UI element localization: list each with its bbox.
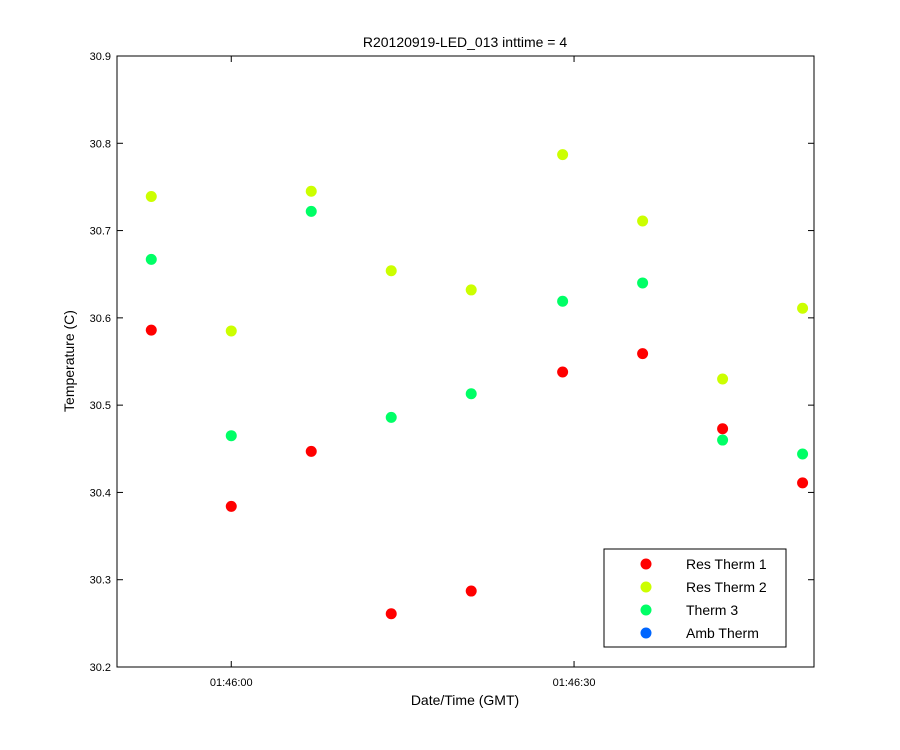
- legend-box: [603, 548, 787, 648]
- point-res-therm-1: [637, 348, 649, 360]
- legend-marker-res-therm-1: [640, 558, 652, 570]
- point-therm-3: [797, 448, 809, 460]
- point-therm-3: [145, 253, 157, 265]
- y-tick-label: 30.5: [90, 400, 111, 412]
- point-res-therm-1: [385, 608, 397, 620]
- point-res-therm-2: [305, 185, 317, 197]
- y-axis: 30.2 30.3 30.4 30.5 30.6 30.7 30.8 30.9: [90, 51, 814, 674]
- point-res-therm-1: [465, 585, 477, 597]
- y-tick-label: 30.8: [90, 138, 111, 150]
- point-res-therm-1: [225, 500, 237, 512]
- point-therm-3: [557, 295, 569, 307]
- chart-title: R20120919-LED_013 inttime = 4: [363, 34, 568, 50]
- x-axis: 01:46:00 01:46:30: [210, 56, 596, 689]
- y-tick-label: 30.9: [90, 51, 111, 63]
- point-res-therm-2: [557, 149, 569, 161]
- legend: Res Therm 1 Res Therm 2 Therm 3 Amb Therm: [603, 548, 787, 648]
- legend-label-therm-3: Therm 3: [686, 602, 738, 618]
- y-tick-label: 30.4: [90, 487, 111, 499]
- point-res-therm-1: [145, 324, 157, 336]
- point-therm-3: [225, 430, 237, 442]
- y-tick-label: 30.2: [90, 662, 111, 674]
- legend-label-res-therm-2: Res Therm 2: [686, 579, 767, 595]
- point-res-therm-2: [717, 373, 729, 385]
- point-therm-3: [717, 434, 729, 446]
- point-res-therm-1: [557, 366, 569, 378]
- point-res-therm-2: [225, 325, 237, 337]
- point-therm-3: [305, 205, 317, 217]
- legend-label-amb-therm: Amb Therm: [686, 625, 759, 641]
- legend-marker-therm-3: [640, 604, 652, 616]
- point-therm-3: [465, 388, 477, 400]
- y-tick-label: 30.6: [90, 313, 111, 325]
- y-tick-label: 30.3: [90, 575, 111, 587]
- point-res-therm-2: [797, 302, 809, 314]
- point-therm-3: [385, 411, 397, 423]
- point-res-therm-1: [717, 423, 729, 435]
- data-points: [145, 149, 809, 620]
- legend-marker-res-therm-2: [640, 581, 652, 593]
- point-res-therm-2: [145, 191, 157, 203]
- point-res-therm-1: [305, 445, 317, 457]
- x-tick-label: 01:46:30: [553, 677, 596, 689]
- y-tick-label: 30.7: [90, 226, 111, 238]
- x-tick-label: 01:46:00: [210, 677, 253, 689]
- x-axis-label: Date/Time (GMT): [411, 692, 519, 708]
- point-therm-3: [637, 277, 649, 289]
- legend-marker-amb-therm: [640, 627, 652, 639]
- legend-label-res-therm-1: Res Therm 1: [686, 556, 767, 572]
- point-res-therm-2: [637, 215, 649, 227]
- point-res-therm-2: [465, 284, 477, 296]
- y-axis-label: Temperature (C): [61, 310, 77, 412]
- point-res-therm-2: [385, 265, 397, 277]
- point-res-therm-1: [797, 477, 809, 489]
